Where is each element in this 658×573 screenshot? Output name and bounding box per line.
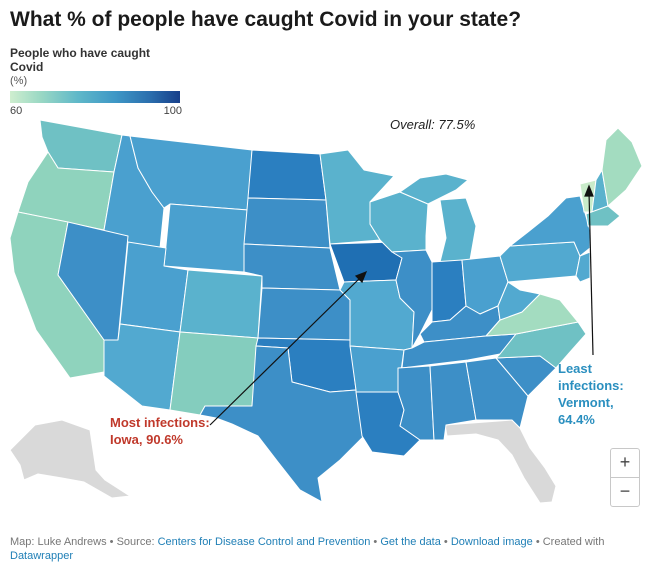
footer-source-label: Source: xyxy=(116,536,158,548)
chart-title: What % of people have caught Covid in yo… xyxy=(10,8,522,31)
state-pa[interactable] xyxy=(499,241,581,283)
state-tx[interactable] xyxy=(199,345,365,503)
state-mi[interactable] xyxy=(439,197,477,263)
zoom-out-button[interactable]: − xyxy=(610,477,640,507)
state-nj[interactable] xyxy=(575,251,591,283)
annotation-least-infections: Least infections: Vermont, 64.4% xyxy=(558,360,648,428)
annotation-most-infections: Most infections: Iowa, 90.6% xyxy=(110,414,230,448)
annotation-least-line2: infections: xyxy=(558,378,624,393)
footer-map-by: Map: Luke Andrews xyxy=(10,536,107,548)
legend-min-label: 60 xyxy=(10,105,23,117)
annotation-most-line2: Iowa, 90.6% xyxy=(110,432,183,447)
legend-max-label: 100 xyxy=(163,105,182,117)
zoom-in-button[interactable]: + xyxy=(610,448,640,478)
annotation-least-line3: Vermont, xyxy=(558,395,614,410)
footer-sep: • xyxy=(106,536,117,548)
legend-unit: (%) xyxy=(10,75,28,87)
download-image-link[interactable]: Download image xyxy=(450,536,533,548)
legend-title: People who have caught Covid xyxy=(10,46,151,74)
state-ms[interactable] xyxy=(397,365,435,441)
state-mi-up[interactable] xyxy=(399,173,469,205)
state-wy[interactable] xyxy=(163,203,249,273)
annotation-most-line1: Most infections: xyxy=(110,415,210,430)
state-nm[interactable] xyxy=(169,331,259,416)
state-ar[interactable] xyxy=(349,345,405,393)
color-legend: People who have caught Covid (%) 60 100 xyxy=(10,46,182,117)
annotation-least-line4: 64.4% xyxy=(558,412,595,427)
state-ny[interactable] xyxy=(509,195,591,257)
footer-sep: • xyxy=(532,536,543,548)
arrow-line-iowa xyxy=(209,275,363,426)
footer: Map: Luke Andrews • Source: Centers for … xyxy=(10,535,630,563)
legend-ticks: 60 100 xyxy=(10,103,182,117)
legend-gradient-bar xyxy=(10,91,180,103)
state-fl[interactable] xyxy=(444,419,557,504)
state-nd[interactable] xyxy=(247,149,327,201)
arrow-head-vermont xyxy=(584,184,594,197)
state-co[interactable] xyxy=(179,269,263,339)
source-link[interactable]: Centers for Disease Control and Preventi… xyxy=(157,536,371,548)
state-ak[interactable] xyxy=(9,419,131,499)
annotation-least-line1: Least xyxy=(558,361,592,376)
footer-sep: • xyxy=(440,536,451,548)
state-ma[interactable] xyxy=(585,205,621,227)
footer-created-with: Created with xyxy=(542,536,605,548)
datawrapper-link[interactable]: Datawrapper xyxy=(10,550,73,562)
state-me[interactable] xyxy=(601,127,643,207)
arrow-line-vermont xyxy=(588,191,594,356)
arrow-head-iowa xyxy=(354,270,368,284)
footer-sep: • xyxy=(370,536,381,548)
state-sd[interactable] xyxy=(243,197,331,249)
overall-label: Overall: 77.5% xyxy=(390,117,476,132)
get-data-link[interactable]: Get the data xyxy=(380,536,441,548)
